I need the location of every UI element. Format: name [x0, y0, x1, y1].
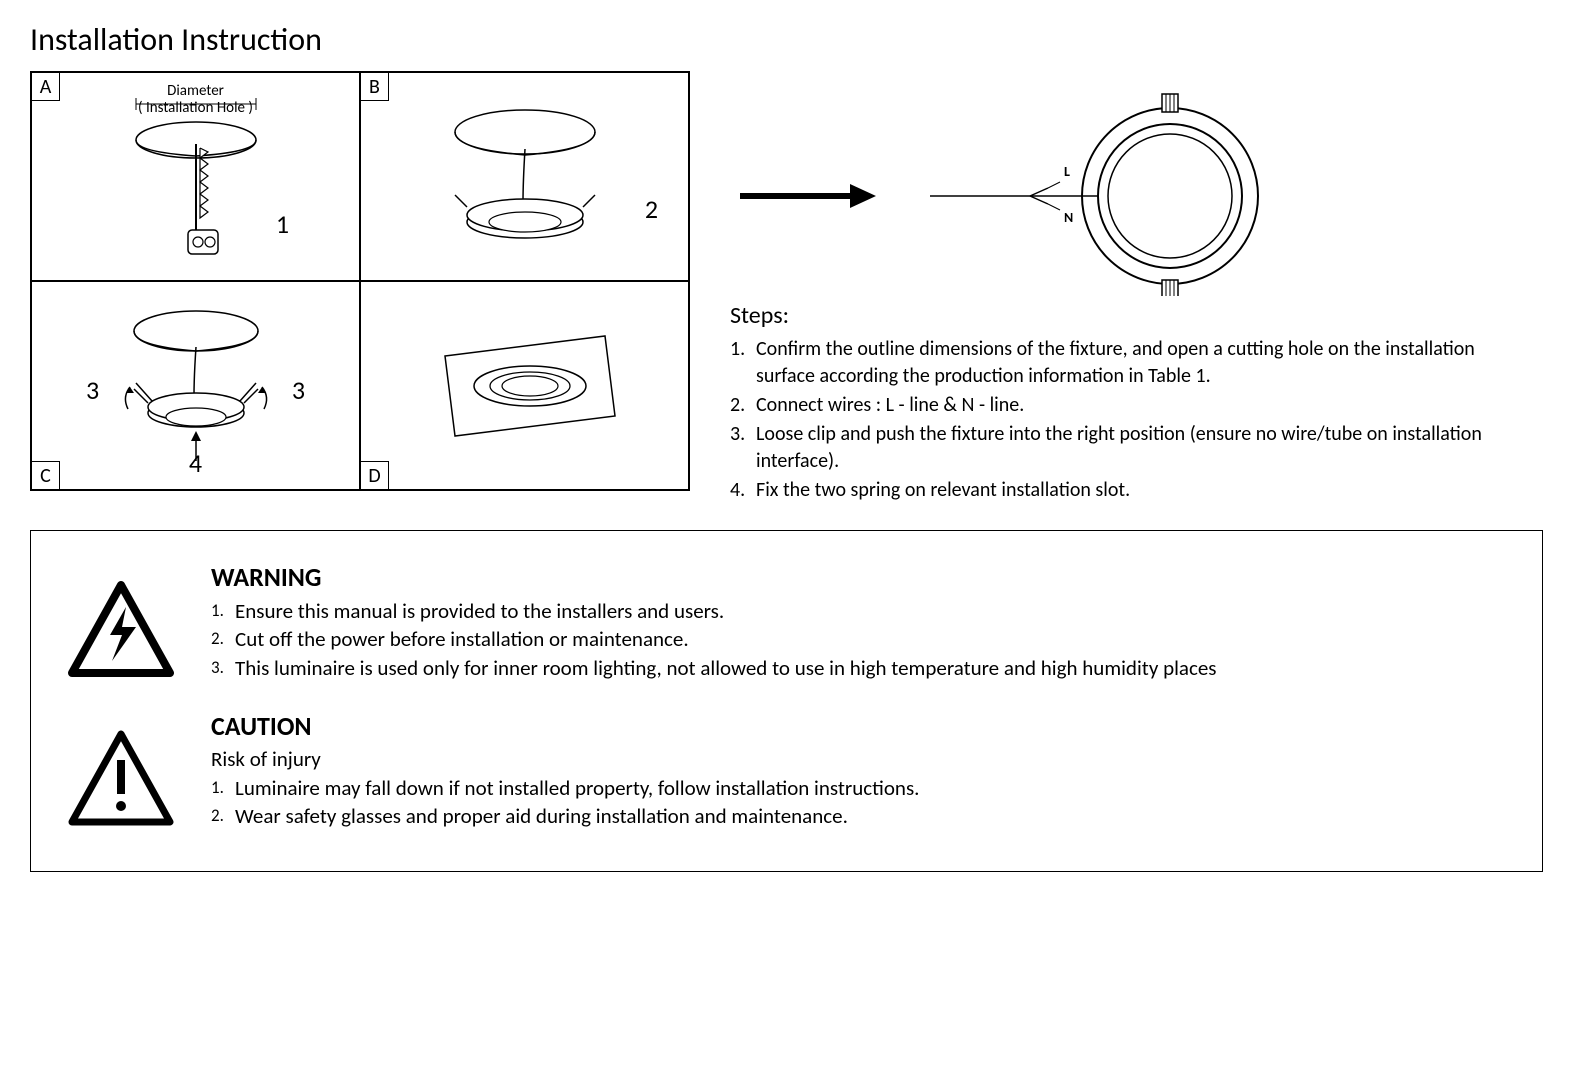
panel-d-diagram	[405, 306, 645, 466]
panel-b-num: 2	[645, 193, 658, 225]
panel-a: A Diameter ( Installation Hole )	[31, 72, 360, 281]
n-label: N	[1064, 209, 1073, 226]
warning-list: 1.Ensure this manual is provided to the …	[211, 597, 1512, 682]
warning-item: 1.Ensure this manual is provided to the …	[211, 597, 1512, 625]
panel-b-label: B	[361, 73, 389, 101]
wiring-diagram: L N	[710, 71, 1543, 301]
caution-icon	[61, 710, 181, 828]
steps-block: Steps: 1.Confirm the outline dimensions …	[710, 301, 1543, 506]
caution-list: 1.Luminaire may fall down if not install…	[211, 774, 1512, 831]
caution-row: CAUTION Risk of injury 1.Luminaire may f…	[61, 710, 1512, 831]
electrical-hazard-icon	[61, 561, 181, 679]
panel-c-num-left: 3	[86, 374, 99, 406]
panel-c-label: C	[32, 461, 60, 489]
panel-b-diagram	[405, 87, 645, 267]
steps-heading: Steps:	[730, 301, 1533, 330]
caution-sub: Risk of injury	[211, 746, 1512, 772]
warning-row: WARNING 1.Ensure this manual is provided…	[61, 561, 1512, 682]
diameter-label: Diameter ( Installation Hole )	[32, 83, 359, 116]
step-item: 1.Confirm the outline dimensions of the …	[730, 336, 1533, 390]
step-item: 4.Fix the two spring on relevant install…	[730, 477, 1533, 504]
caution-item: 2.Wear safety glasses and proper aid dur…	[211, 802, 1512, 830]
caution-item: 1.Luminaire may fall down if not install…	[211, 774, 1512, 802]
step-item: 3.Loose clip and push the fixture into t…	[730, 421, 1533, 475]
panel-c-num-bottom: 4	[189, 447, 202, 479]
notice-box: WARNING 1.Ensure this manual is provided…	[30, 530, 1543, 872]
panel-a-diagram	[96, 92, 296, 262]
panel-c-num-right: 3	[292, 374, 305, 406]
top-section: A Diameter ( Installation Hole )	[30, 71, 1543, 506]
step-item: 2.Connect wires : L - line & N - line.	[730, 392, 1533, 419]
warning-item: 3.This luminaire is used only for inner …	[211, 654, 1512, 682]
panel-d-label: D	[361, 461, 389, 489]
warning-item: 2.Cut off the power before installation …	[211, 625, 1512, 653]
caution-heading: CAUTION	[211, 710, 1512, 742]
diagram-grid: A Diameter ( Installation Hole )	[30, 71, 690, 491]
warning-heading: WARNING	[211, 561, 1512, 593]
page-title: Installation Instruction	[30, 20, 1543, 59]
steps-list: 1.Confirm the outline dimensions of the …	[730, 336, 1533, 504]
panel-a-num: 1	[276, 208, 289, 240]
panel-c: C	[31, 281, 360, 490]
panel-b: B 2	[360, 72, 689, 281]
panel-d: D	[360, 281, 689, 490]
l-label: L	[1064, 163, 1070, 180]
right-column: L N Steps: 1.Confi	[710, 71, 1543, 506]
